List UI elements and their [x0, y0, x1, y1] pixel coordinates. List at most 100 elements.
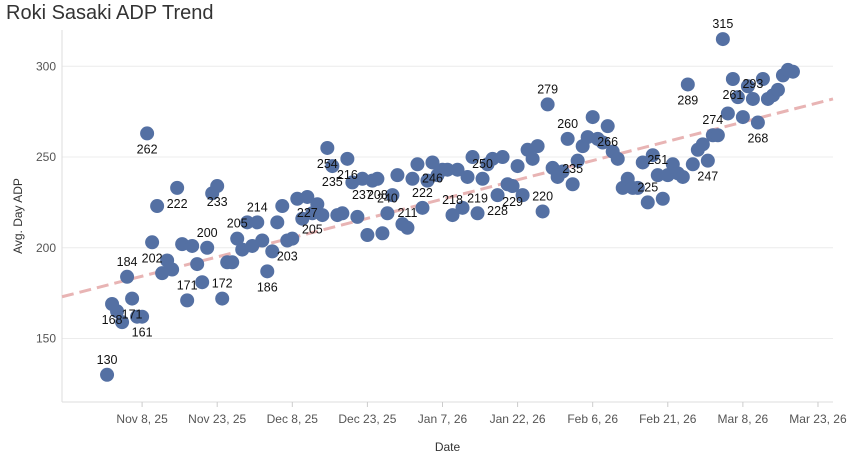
data-point — [655, 191, 670, 206]
data-point — [210, 179, 225, 194]
data-point — [470, 206, 485, 221]
data-point — [630, 180, 645, 195]
data-point — [645, 148, 660, 163]
data-point — [300, 189, 315, 204]
data-label: 261 — [722, 88, 743, 102]
data-point — [720, 106, 735, 121]
data-point — [275, 199, 290, 214]
data-label: 130 — [97, 353, 118, 367]
data-point — [360, 228, 375, 243]
data-point — [510, 159, 525, 174]
data-point — [555, 164, 570, 179]
data-label: 205 — [302, 222, 323, 236]
data-point — [610, 151, 625, 166]
data-label: 233 — [207, 195, 228, 209]
data-point — [755, 71, 770, 86]
data-label: 229 — [502, 195, 523, 209]
data-label: 161 — [132, 326, 153, 340]
y-axis-title: Avg. Day ADP — [11, 178, 25, 254]
data-label: 227 — [297, 206, 318, 220]
data-point — [535, 204, 550, 219]
data-label: 222 — [412, 186, 433, 200]
data-point — [680, 77, 695, 92]
data-point — [685, 157, 700, 172]
y-ticks: 150 200 250 300 — [36, 59, 56, 345]
data-point — [750, 115, 765, 130]
data-point — [725, 71, 740, 86]
data-point — [405, 171, 420, 186]
data-point — [180, 293, 195, 308]
data-point — [385, 188, 400, 203]
x-tick-label: Nov 8, 25 — [116, 412, 168, 426]
data-label: 228 — [487, 204, 508, 218]
x-ticks: Nov 8, 25 Nov 23, 25 Dec 8, 25 Dec 23, 25 Ja… — [116, 402, 847, 426]
y-tick-label: 250 — [36, 150, 56, 164]
data-label: 247 — [697, 170, 718, 184]
data-label: 262 — [137, 142, 158, 156]
data-point — [285, 231, 300, 246]
data-point — [315, 208, 330, 223]
data-point — [225, 255, 240, 270]
data-point — [200, 240, 215, 255]
data-label: 168 — [102, 313, 123, 327]
data-point — [745, 91, 760, 106]
data-point — [380, 206, 395, 221]
x-tick-label: Jan 7, 26 — [418, 412, 468, 426]
data-point — [425, 155, 440, 170]
data-label: 211 — [397, 206, 417, 220]
data-point — [735, 110, 750, 125]
data-label: 203 — [277, 249, 298, 263]
x-tick-label: Nov 23, 25 — [188, 412, 246, 426]
data-point — [350, 209, 365, 224]
data-label: 246 — [422, 171, 443, 185]
data-label: 205 — [227, 217, 248, 231]
x-tick-label: Jan 22, 26 — [490, 412, 546, 426]
x-tick-label: Dec 8, 25 — [267, 412, 319, 426]
data-labels: 130 168 184 171 161 262 202 222 171 200 233 172 205 2… — [97, 17, 769, 367]
data-label: 171 — [122, 308, 143, 322]
data-point — [375, 226, 390, 241]
data-point — [230, 231, 245, 246]
data-point — [135, 309, 150, 324]
data-point — [450, 162, 465, 177]
data-label: 218 — [442, 193, 463, 207]
data-point — [255, 233, 270, 248]
data-label: 214 — [247, 200, 268, 214]
data-point — [635, 155, 650, 170]
data-label: 172 — [212, 277, 233, 291]
data-point — [770, 82, 785, 97]
data-point — [460, 169, 475, 184]
data-label: 293 — [742, 77, 763, 91]
data-label: 184 — [117, 255, 138, 269]
data-label: 289 — [677, 93, 698, 107]
data-point — [150, 199, 165, 214]
data-point — [185, 238, 200, 253]
data-point — [785, 64, 800, 79]
data-point — [495, 150, 510, 165]
data-label: 260 — [557, 117, 578, 131]
data-point — [515, 188, 530, 203]
data-point — [340, 151, 355, 166]
data-point — [120, 269, 135, 284]
data-point — [260, 264, 275, 279]
data-points — [100, 32, 800, 382]
data-point — [190, 257, 205, 272]
data-point — [335, 206, 350, 221]
data-point — [455, 200, 470, 215]
data-point — [320, 140, 335, 155]
data-label: 235 — [322, 175, 343, 189]
data-point — [415, 200, 430, 215]
data-point — [730, 90, 745, 105]
data-point — [570, 153, 585, 168]
data-point — [540, 97, 555, 112]
data-point — [125, 291, 140, 306]
data-point — [250, 215, 265, 230]
data-point — [410, 157, 425, 172]
data-point — [600, 119, 615, 134]
data-label: 171 — [177, 278, 198, 292]
data-label: 219 — [467, 191, 488, 205]
x-tick-label: Dec 23, 25 — [338, 412, 396, 426]
data-point — [240, 215, 255, 230]
data-point — [100, 367, 115, 382]
